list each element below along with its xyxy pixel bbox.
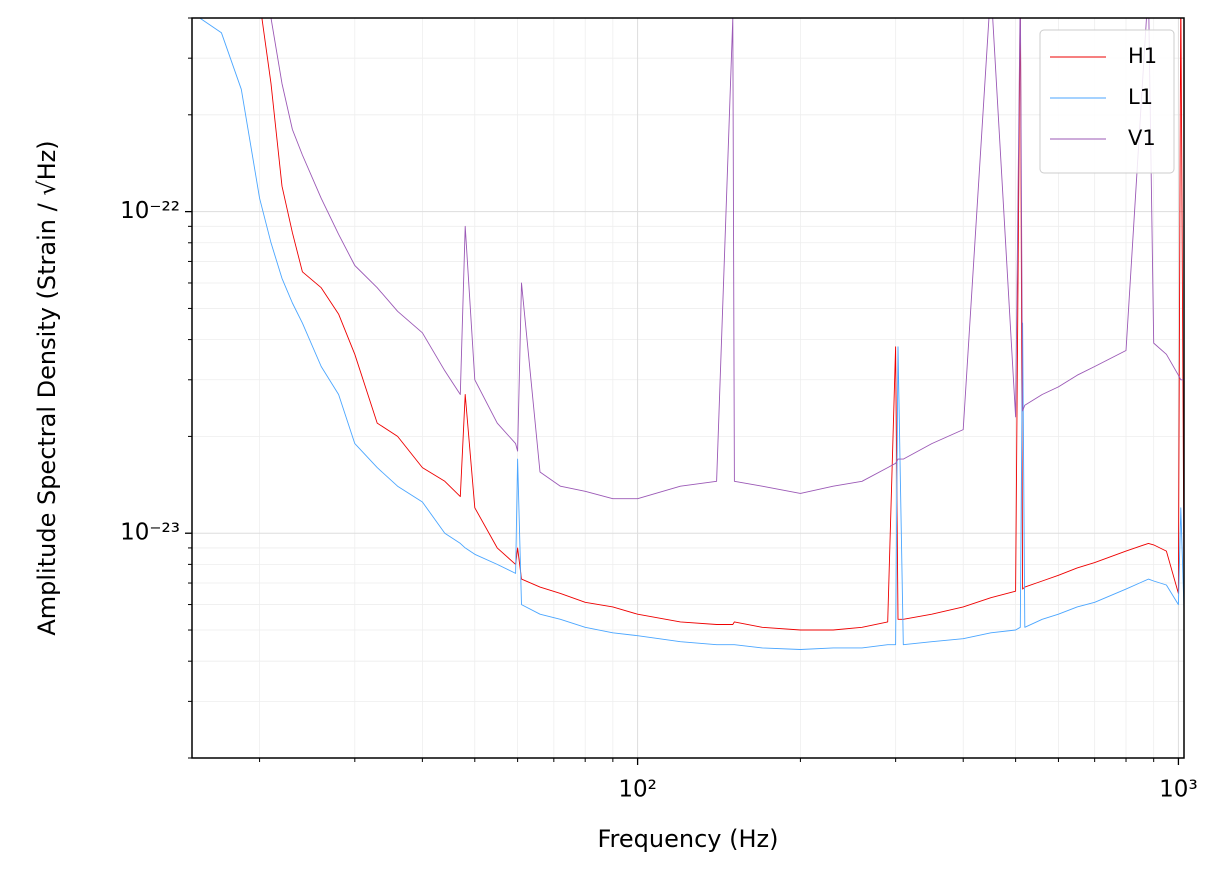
y-tick-label: 10⁻²² xyxy=(120,198,180,224)
plot-frame xyxy=(191,17,1185,759)
series-line xyxy=(270,18,1184,500)
legend-label: L1 xyxy=(1128,85,1153,109)
legend-label: V1 xyxy=(1128,126,1156,150)
y-axis-label: Amplitude Spectral Density (Strain / √Hz… xyxy=(33,140,61,635)
axes: 10² 10³ 10⁻²³ 10⁻²² xyxy=(120,17,1198,803)
plot-lines xyxy=(199,18,1184,650)
legend-box xyxy=(1039,29,1175,174)
y-tick-label: 10⁻²³ xyxy=(120,520,180,546)
grid xyxy=(192,17,1184,759)
x-axis-label: Frequency (Hz) xyxy=(598,825,779,853)
legend-label: H1 xyxy=(1128,44,1157,68)
legend: H1 L1 V1 xyxy=(1039,29,1175,174)
series-line xyxy=(199,18,1184,650)
x-tick-label: 10³ xyxy=(1159,777,1198,803)
series-line xyxy=(261,18,1184,631)
x-tick-label: 10² xyxy=(618,777,657,803)
